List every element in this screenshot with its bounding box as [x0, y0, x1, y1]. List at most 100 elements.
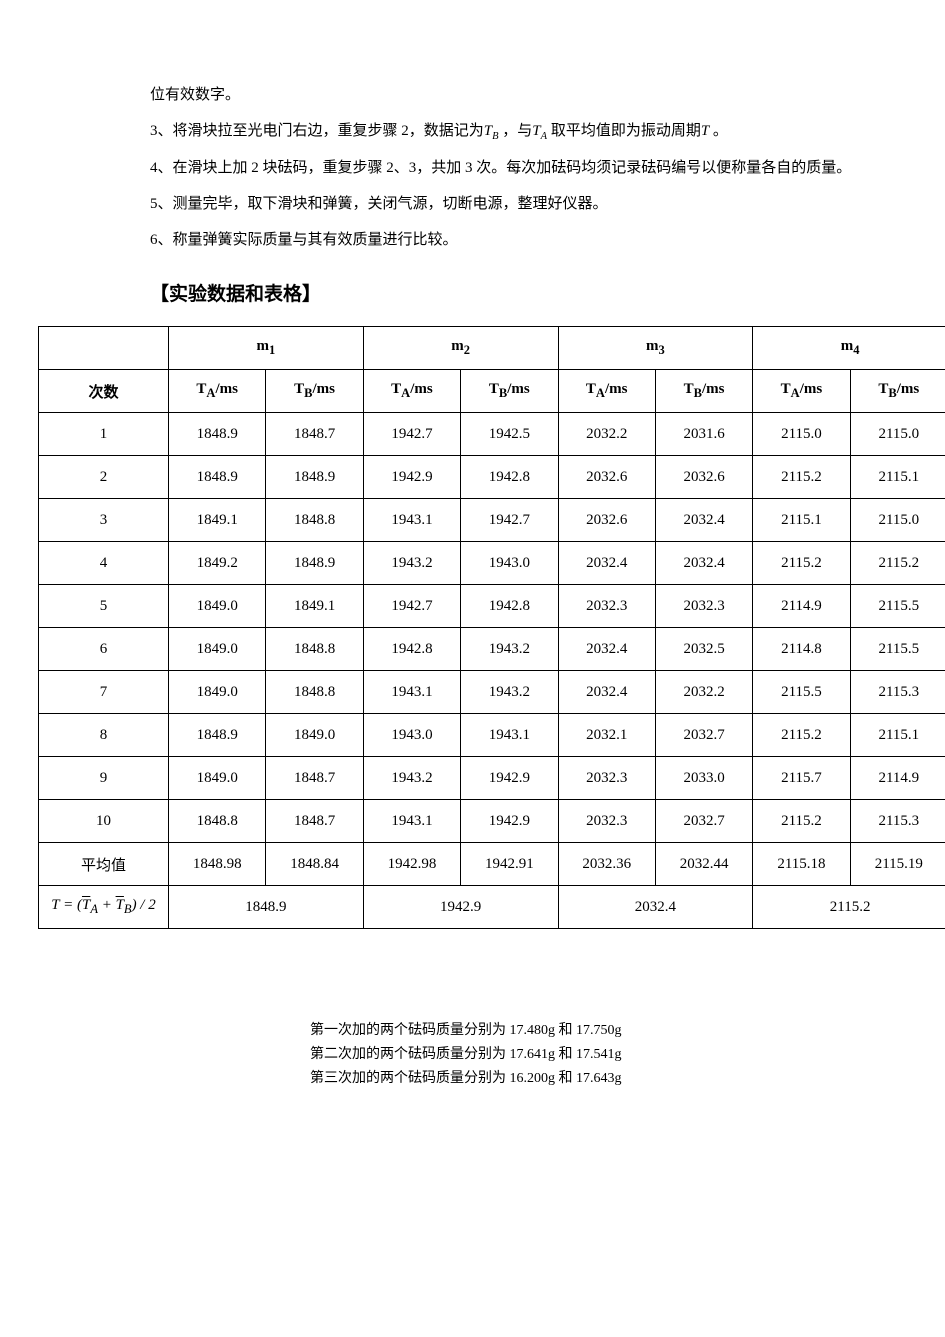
data-cell: 2115.19 [850, 843, 945, 886]
data-cell: 2032.3 [558, 800, 655, 843]
sh5-unit: /ms [702, 381, 725, 397]
data-cell: 2115.0 [850, 413, 945, 456]
section-heading: 【实验数据和表格】 [150, 279, 925, 306]
row-label: 2 [39, 456, 169, 499]
data-cell: 1848.7 [266, 413, 363, 456]
row-label: 1 [39, 413, 169, 456]
data-cell: 2115.5 [850, 628, 945, 671]
sh0-sym: T [196, 381, 206, 397]
symbol-TB: T [484, 123, 492, 139]
data-cell: 1942.8 [461, 456, 558, 499]
symbol-TB-sub: B [492, 131, 498, 142]
data-cell: 1848.84 [266, 843, 363, 886]
sh1-sym: T [294, 381, 304, 397]
mass-header-1-sub: 1 [269, 343, 275, 357]
row-label: 平均值 [39, 843, 169, 886]
data-cell: 1848.7 [266, 757, 363, 800]
row-label: 6 [39, 628, 169, 671]
sub-header-5: TB/ms [655, 370, 752, 413]
sub-header-0: TA/ms [169, 370, 266, 413]
sh7-sym: T [878, 381, 888, 397]
sh5-sym: T [684, 381, 694, 397]
data-cell: 1942.7 [363, 413, 460, 456]
table-row: 81848.91849.01943.01943.12032.12032.7211… [39, 714, 945, 757]
sh3-sym: T [489, 381, 499, 397]
data-cell: 2032.44 [655, 843, 752, 886]
para-3-a: 3、将滑块拉至光电门右边，重复步骤 2，数据记为 [150, 123, 484, 139]
sh3-sub: B [499, 386, 507, 400]
para-6: 6、称量弹簧实际质量与其有效质量进行比较。 [150, 225, 865, 255]
data-cell: 1943.1 [461, 714, 558, 757]
sh2-sym: T [391, 381, 401, 397]
data-cell: 1849.0 [169, 671, 266, 714]
data-cell: 2032.36 [558, 843, 655, 886]
data-cell: 1849.2 [169, 542, 266, 585]
row-label: 9 [39, 757, 169, 800]
data-cell: 2115.5 [753, 671, 850, 714]
final-val-4: 2115.2 [753, 886, 945, 929]
table-row: 31849.11848.81943.11942.72032.62032.4211… [39, 499, 945, 542]
mass-header-3-sub: 3 [659, 343, 665, 357]
data-cell: 1848.7 [266, 800, 363, 843]
data-cell: 1942.8 [363, 628, 460, 671]
data-cell: 2115.5 [850, 585, 945, 628]
table-row: 21848.91848.91942.91942.82032.62032.6211… [39, 456, 945, 499]
data-cell: 2032.7 [655, 714, 752, 757]
table-row: 41849.21848.91943.21943.02032.42032.4211… [39, 542, 945, 585]
sub-header-2: TA/ms [363, 370, 460, 413]
data-cell: 1942.9 [461, 800, 558, 843]
data-cell: 1942.9 [461, 757, 558, 800]
table-header-row-2: 次数 TA/ms TB/ms TA/ms TB/ms TA/ms TB/ms T… [39, 370, 945, 413]
table-row: 51849.01849.11942.71942.82032.32032.3211… [39, 585, 945, 628]
sh6-sub: A [791, 386, 800, 400]
final-val-1: 1848.9 [169, 886, 364, 929]
data-cell: 2115.2 [753, 800, 850, 843]
table-body: 11848.91848.71942.71942.52032.22031.6211… [39, 413, 945, 886]
mass-header-2-sub: 2 [464, 343, 470, 357]
para-4: 4、在滑块上加 2 块砝码，重复步骤 2、3，共加 3 次。每次加砝码均须记录砝… [150, 153, 865, 183]
mass-header-1-sym: m [257, 338, 270, 354]
sh4-sym: T [586, 381, 596, 397]
data-cell: 1943.2 [363, 542, 460, 585]
sh2-sub: A [401, 386, 410, 400]
data-cell: 1942.9 [363, 456, 460, 499]
sh4-unit: /ms [605, 381, 628, 397]
data-cell: 1849.0 [169, 585, 266, 628]
data-cell: 1848.8 [266, 628, 363, 671]
data-cell: 2032.6 [655, 456, 752, 499]
data-cell: 2115.3 [850, 671, 945, 714]
para-5: 5、测量完毕，取下滑块和弹簧，关闭气源，切断电源，整理好仪器。 [150, 189, 865, 219]
data-cell: 1943.2 [363, 757, 460, 800]
data-cell: 2114.8 [753, 628, 850, 671]
data-cell: 2115.0 [753, 413, 850, 456]
data-cell: 1849.0 [169, 628, 266, 671]
final-val-3: 2032.4 [558, 886, 753, 929]
data-cell: 1943.0 [363, 714, 460, 757]
footer-line-1: 第一次加的两个砝码质量分别为 17.480g 和 17.750g [310, 1019, 925, 1043]
footer-notes: 第一次加的两个砝码质量分别为 17.480g 和 17.750g 第二次加的两个… [310, 1019, 925, 1090]
data-cell: 2032.5 [655, 628, 752, 671]
data-cell: 1943.1 [363, 800, 460, 843]
data-cell: 2115.7 [753, 757, 850, 800]
data-cell: 2115.1 [850, 456, 945, 499]
data-cell: 2032.4 [558, 671, 655, 714]
row-label: 10 [39, 800, 169, 843]
data-cell: 1848.9 [169, 714, 266, 757]
data-cell: 2032.4 [655, 542, 752, 585]
data-cell: 1942.98 [363, 843, 460, 886]
footer-line-2: 第二次加的两个砝码质量分别为 17.641g 和 17.541g [310, 1043, 925, 1067]
data-cell: 2114.9 [850, 757, 945, 800]
table-row: 11848.91848.71942.71942.52032.22031.6211… [39, 413, 945, 456]
data-cell: 2115.2 [850, 542, 945, 585]
data-cell: 1848.9 [266, 542, 363, 585]
data-cell: 2032.2 [558, 413, 655, 456]
final-row: T = (TA + TB) / 2 1848.9 1942.9 2032.4 2… [39, 886, 945, 929]
data-cell: 1942.91 [461, 843, 558, 886]
sh4-sub: A [596, 386, 605, 400]
data-cell: 1849.1 [266, 585, 363, 628]
para-3-b: ，与 [502, 123, 532, 139]
data-cell: 1849.1 [169, 499, 266, 542]
data-cell: 2032.2 [655, 671, 752, 714]
data-cell: 1943.2 [461, 628, 558, 671]
data-cell: 1849.0 [169, 757, 266, 800]
